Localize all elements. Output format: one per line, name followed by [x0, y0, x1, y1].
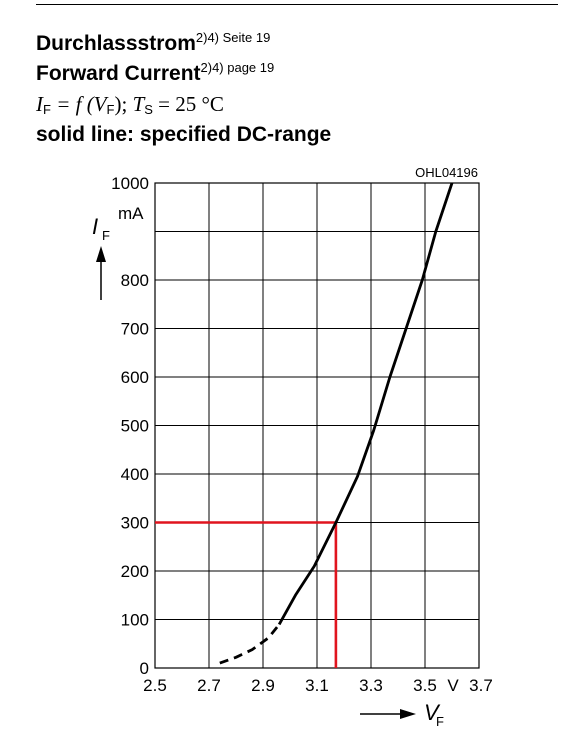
x-tick-label: 3.7: [469, 676, 493, 695]
y-tick-label: 400: [121, 465, 149, 484]
y-axis-label: I: [92, 214, 98, 239]
y-tick-label: 600: [121, 368, 149, 387]
plot-frame: [154, 182, 480, 669]
title-german-ref: 2)4) Seite 19: [195, 30, 271, 45]
formula-function: = f (: [50, 92, 94, 116]
formula-voltage-symbol: V: [93, 92, 107, 116]
x-tick-label: 3.1: [305, 676, 329, 695]
formula-temp-symbol: T: [132, 92, 145, 116]
y-tick-label: 0: [140, 659, 149, 678]
chart-code: OHL04196: [415, 165, 478, 180]
title-german-text: Durchlassstrom: [36, 32, 196, 55]
x-tick-label: 2.7: [197, 676, 221, 695]
condition-formula: IF = f (VF); TS = 25 °C: [36, 92, 224, 117]
y-tick-label: 800: [121, 271, 149, 290]
x-axis-label-sub: F: [436, 714, 444, 729]
y-tick-label: 200: [121, 562, 149, 581]
y-tick-label: 1000: [111, 174, 149, 193]
curve-dashed-segment: [219, 623, 281, 665]
x-tick-label: 2.9: [251, 676, 275, 695]
y-tick-label: 300: [121, 514, 149, 533]
x-unit-label: V: [447, 676, 459, 695]
formula-temp-value: = 25 °C: [152, 92, 224, 116]
title-german: Durchlassstrom2)4) Seite 19: [36, 30, 270, 56]
y-unit-label: mA: [118, 204, 144, 223]
y-axis-arrow-head: [96, 246, 106, 262]
x-tick-label: 3.3: [359, 676, 383, 695]
formula-current-sub: F: [43, 102, 51, 117]
formula-voltage-sub: F: [106, 102, 115, 117]
title-english-ref: 2)4) page 19: [200, 60, 275, 75]
x-tick-label: 3.5: [413, 676, 437, 695]
y-axis-label-sub: F: [102, 228, 110, 243]
formula-separator: );: [114, 92, 133, 116]
top-rule: [36, 4, 558, 5]
y-tick-label: 700: [121, 320, 149, 339]
x-tick-label: 2.5: [143, 676, 167, 695]
x-axis-arrow-head: [400, 709, 416, 719]
curve-solid-segment: [277, 182, 454, 626]
x-axis-label: V: [424, 700, 441, 725]
title-english: Forward Current2)4) page 19: [36, 60, 274, 86]
operating-point-marker: [155, 521, 338, 668]
y-tick-label: 500: [121, 417, 149, 436]
line-style-note: solid line: specified DC-range: [36, 123, 332, 146]
y-tick-label: 100: [121, 611, 149, 630]
title-english-text: Forward Current: [36, 62, 201, 85]
formula-current-symbol: I: [36, 92, 43, 116]
formula-temp-sub: S: [144, 102, 153, 117]
